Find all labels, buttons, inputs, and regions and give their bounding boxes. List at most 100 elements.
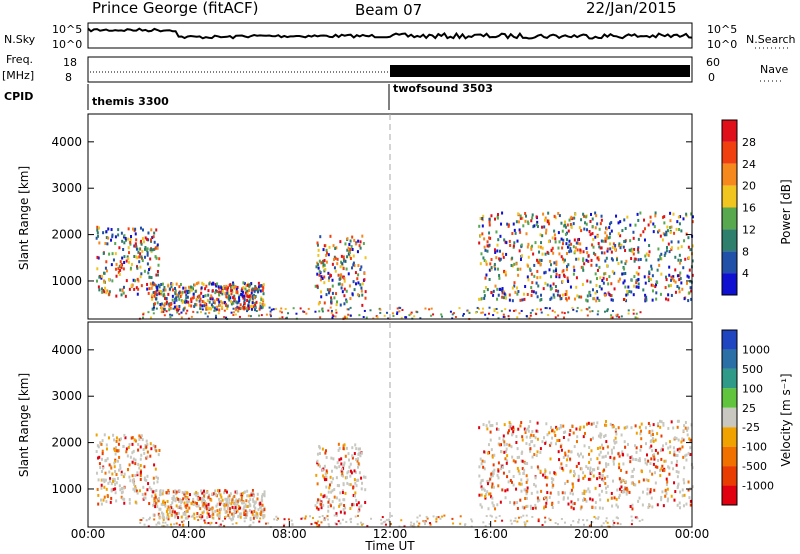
echo-cell xyxy=(354,470,357,474)
echo-cell xyxy=(192,310,195,313)
echo-cell xyxy=(564,430,567,434)
echo-cell xyxy=(335,523,338,526)
echo-cell xyxy=(364,488,367,492)
echo-cell xyxy=(536,429,539,433)
echo-cell xyxy=(552,293,555,297)
echo-cell xyxy=(211,516,214,519)
echo-cell xyxy=(551,506,554,510)
echo-cell xyxy=(488,306,491,309)
echo-cell xyxy=(169,313,172,316)
echo-cell xyxy=(357,465,360,469)
echo-cell xyxy=(178,523,181,526)
echo-cell xyxy=(689,503,692,507)
colorbar-label: -25 xyxy=(742,421,760,434)
echo-cell xyxy=(326,518,329,521)
echo-cell xyxy=(652,230,655,234)
echo-cell xyxy=(479,262,482,266)
echo-cell xyxy=(556,523,559,526)
echo-cell xyxy=(161,492,164,496)
echo-cell xyxy=(322,260,325,264)
echo-cell xyxy=(240,307,243,310)
echo-cell xyxy=(248,295,251,299)
echo-cell xyxy=(112,433,115,437)
echo-cell xyxy=(660,434,663,438)
echo-cell xyxy=(606,310,609,313)
echo-cell xyxy=(554,472,557,476)
echo-cell xyxy=(567,296,570,300)
echo-cell xyxy=(612,519,615,522)
echo-cell xyxy=(111,472,114,476)
echo-cell xyxy=(544,307,547,310)
echo-cell xyxy=(231,505,234,509)
echo-cell xyxy=(589,212,592,216)
echo-cell xyxy=(347,272,350,276)
echo-cell xyxy=(594,235,597,239)
echo-cell xyxy=(343,287,346,291)
echo-cell xyxy=(210,303,213,307)
echo-cell xyxy=(654,285,657,289)
echo-cell xyxy=(249,516,252,520)
echo-cell xyxy=(101,449,104,453)
echo-cell xyxy=(649,220,652,224)
echo-cell xyxy=(175,513,178,517)
echo-cell xyxy=(102,271,105,275)
echo-cell xyxy=(512,430,515,434)
echo-cell xyxy=(603,435,606,439)
echo-cell xyxy=(108,292,111,296)
echo-cell xyxy=(554,433,557,437)
echo-cell xyxy=(252,521,255,524)
echo-cell xyxy=(667,497,670,501)
echo-cell xyxy=(104,471,107,475)
echo-cell xyxy=(498,273,501,277)
echo-cell xyxy=(576,452,579,456)
echo-cell xyxy=(212,492,215,496)
echo-cell xyxy=(137,250,140,254)
echo-cell xyxy=(104,478,107,482)
echo-cell xyxy=(521,482,524,486)
echo-cell xyxy=(244,291,247,295)
echo-cell xyxy=(496,249,499,253)
echo-cell xyxy=(662,444,665,448)
echo-cell xyxy=(586,299,589,303)
echo-cell xyxy=(314,310,317,313)
echo-cell xyxy=(207,512,210,516)
echo-cell xyxy=(201,304,204,308)
echo-cell xyxy=(503,290,506,294)
echo-cell xyxy=(533,224,536,228)
echo-cell xyxy=(232,515,235,518)
echo-cell xyxy=(582,435,585,439)
echo-cell xyxy=(561,311,564,314)
echo-cell xyxy=(137,442,140,446)
echo-cell xyxy=(192,292,195,296)
echo-cell xyxy=(672,426,675,430)
echo-cell xyxy=(360,504,363,508)
echo-cell xyxy=(191,286,194,290)
echo-cell xyxy=(678,278,681,282)
echo-cell xyxy=(199,496,202,500)
echo-cell xyxy=(263,513,266,517)
echo-cell xyxy=(146,488,149,492)
echo-cell xyxy=(158,292,161,296)
echo-cell xyxy=(355,447,358,451)
echo-cell xyxy=(149,282,152,286)
echo-cell xyxy=(196,492,199,496)
echo-cell xyxy=(178,304,181,308)
echo-cell xyxy=(515,435,518,439)
echo-cell xyxy=(576,435,579,439)
echo-cell xyxy=(674,280,677,284)
echo-cell xyxy=(167,491,170,495)
echo-cell xyxy=(147,525,150,528)
echo-cell xyxy=(232,307,235,310)
echo-cell xyxy=(203,304,206,308)
echo-cell xyxy=(491,423,494,427)
echo-cell xyxy=(173,523,176,526)
echo-cell xyxy=(316,452,319,456)
echo-cell xyxy=(599,450,602,454)
echo-cell xyxy=(318,310,321,313)
echo-cell xyxy=(115,436,118,440)
echo-cell xyxy=(558,274,561,278)
echo-cell xyxy=(199,297,202,301)
echo-cell xyxy=(554,316,557,319)
echo-cell xyxy=(262,303,265,307)
echo-cell xyxy=(488,218,491,222)
